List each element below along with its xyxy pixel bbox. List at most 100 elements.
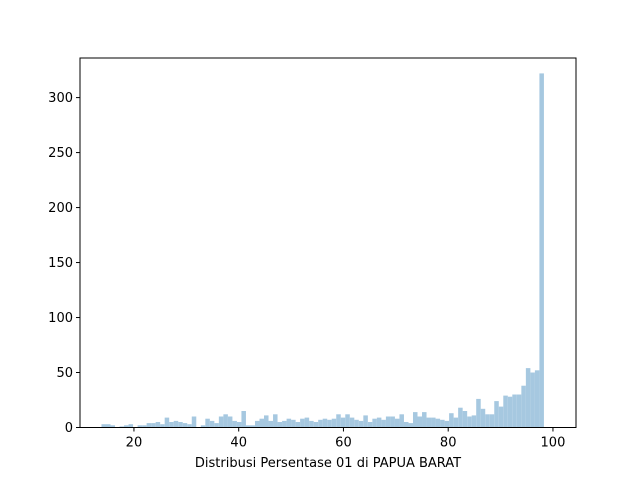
histogram-bar — [232, 420, 237, 428]
histogram-bar — [105, 424, 111, 428]
histogram-bar — [403, 422, 409, 428]
histogram-bar — [254, 420, 260, 428]
histogram-bar — [498, 406, 504, 428]
histogram-bar — [155, 422, 161, 428]
histogram-bar — [358, 420, 364, 428]
histogram-bar — [142, 425, 147, 428]
histogram-bar — [286, 418, 292, 428]
histogram-bar — [494, 401, 499, 428]
histogram-bar — [431, 417, 436, 428]
histogram-bar — [372, 418, 377, 428]
histogram-bar — [282, 420, 287, 428]
histogram-bar — [385, 416, 391, 428]
histogram-bar — [426, 417, 432, 428]
x-tick-label: 20 — [126, 436, 143, 451]
y-tick-label: 200 — [48, 201, 73, 216]
histogram-bar — [137, 425, 143, 428]
histogram-bar — [349, 417, 355, 428]
histogram-bar — [313, 422, 319, 428]
histogram-bar — [245, 425, 251, 428]
histogram-bar — [214, 423, 219, 428]
histogram-bar — [440, 419, 445, 428]
y-tick-label: 100 — [48, 311, 73, 326]
histogram-bar — [300, 418, 305, 428]
histogram-bar — [476, 398, 481, 428]
histogram-bar — [268, 420, 274, 428]
histogram-bar — [182, 423, 188, 428]
histogram-bar — [322, 418, 328, 428]
histogram-bar — [512, 394, 517, 428]
histogram-bar — [521, 385, 526, 428]
histogram-bar — [173, 420, 179, 428]
y-tick-label: 0 — [65, 421, 73, 436]
histogram-bar — [539, 73, 544, 428]
y-tick-label: 300 — [48, 91, 73, 106]
histogram-bar — [390, 416, 395, 428]
histogram-bar — [444, 420, 450, 428]
histogram-bar — [209, 420, 215, 428]
histogram-bar — [124, 425, 129, 428]
histogram-bar — [169, 422, 174, 428]
histogram-bar — [503, 395, 508, 428]
histogram-bar — [408, 423, 413, 428]
x-tick-label: 40 — [230, 436, 247, 451]
histogram-bar — [534, 370, 540, 428]
histogram-bar — [164, 417, 170, 428]
histogram-bar — [223, 414, 228, 428]
histogram-bar — [394, 418, 400, 428]
histogram-bar — [318, 419, 323, 428]
histogram-bar — [178, 422, 183, 428]
histogram-bar — [241, 411, 246, 428]
histogram-bar — [264, 415, 269, 428]
y-tick-label: 150 — [48, 256, 73, 271]
histogram-bar — [295, 422, 301, 428]
y-axis: 0 50 100 150 200 250 300 — [48, 91, 80, 436]
histogram-bar — [236, 422, 242, 428]
histogram-bar — [453, 417, 459, 428]
histogram-bar — [530, 372, 535, 428]
histogram-bar — [304, 417, 310, 428]
histogram-bar — [525, 368, 531, 428]
histogram-bar — [354, 419, 359, 428]
x-tick-label: 100 — [541, 436, 566, 451]
histogram-bar — [449, 413, 454, 428]
histogram-bar — [507, 396, 513, 428]
plot-frame — [79, 57, 577, 428]
histogram-bar — [345, 414, 350, 428]
histogram-bar — [376, 417, 382, 428]
histogram-bar — [277, 422, 283, 428]
x-axis-label: Distribusi Persentase 01 di PAPUA BARAT — [195, 456, 461, 471]
x-tick-label: 80 — [440, 436, 457, 451]
x-axis: 20 40 60 80 100 — [126, 427, 566, 451]
histogram-bar — [205, 418, 210, 428]
histogram-bar — [467, 416, 472, 428]
histogram-bar — [435, 418, 441, 428]
histogram-bar — [327, 419, 332, 428]
histogram-bar — [480, 408, 486, 428]
histogram-bar — [399, 414, 404, 428]
histogram-bar — [110, 425, 116, 428]
histogram-bar — [160, 424, 165, 428]
histogram-bar — [462, 411, 468, 428]
histogram-bar — [200, 425, 206, 428]
histogram-bar — [151, 423, 156, 428]
histogram-bar — [309, 420, 314, 428]
histogram-bar — [101, 424, 106, 428]
histogram-bar — [381, 419, 386, 428]
histogram-bar — [367, 422, 373, 428]
histogram-bar — [259, 418, 265, 428]
y-tick-label: 250 — [48, 146, 73, 161]
histogram-bar — [146, 423, 152, 428]
histogram-bar — [363, 415, 368, 428]
histogram-bar — [128, 424, 134, 428]
histogram-bar — [218, 416, 224, 428]
histogram-bar — [273, 414, 278, 428]
histogram-bar — [331, 418, 337, 428]
histogram-bar — [340, 417, 346, 428]
histogram-bar — [187, 424, 192, 428]
x-tick-label: 60 — [335, 436, 352, 451]
histogram-bar — [422, 412, 427, 428]
histogram-bar — [227, 416, 233, 428]
histogram-bar — [412, 412, 418, 428]
